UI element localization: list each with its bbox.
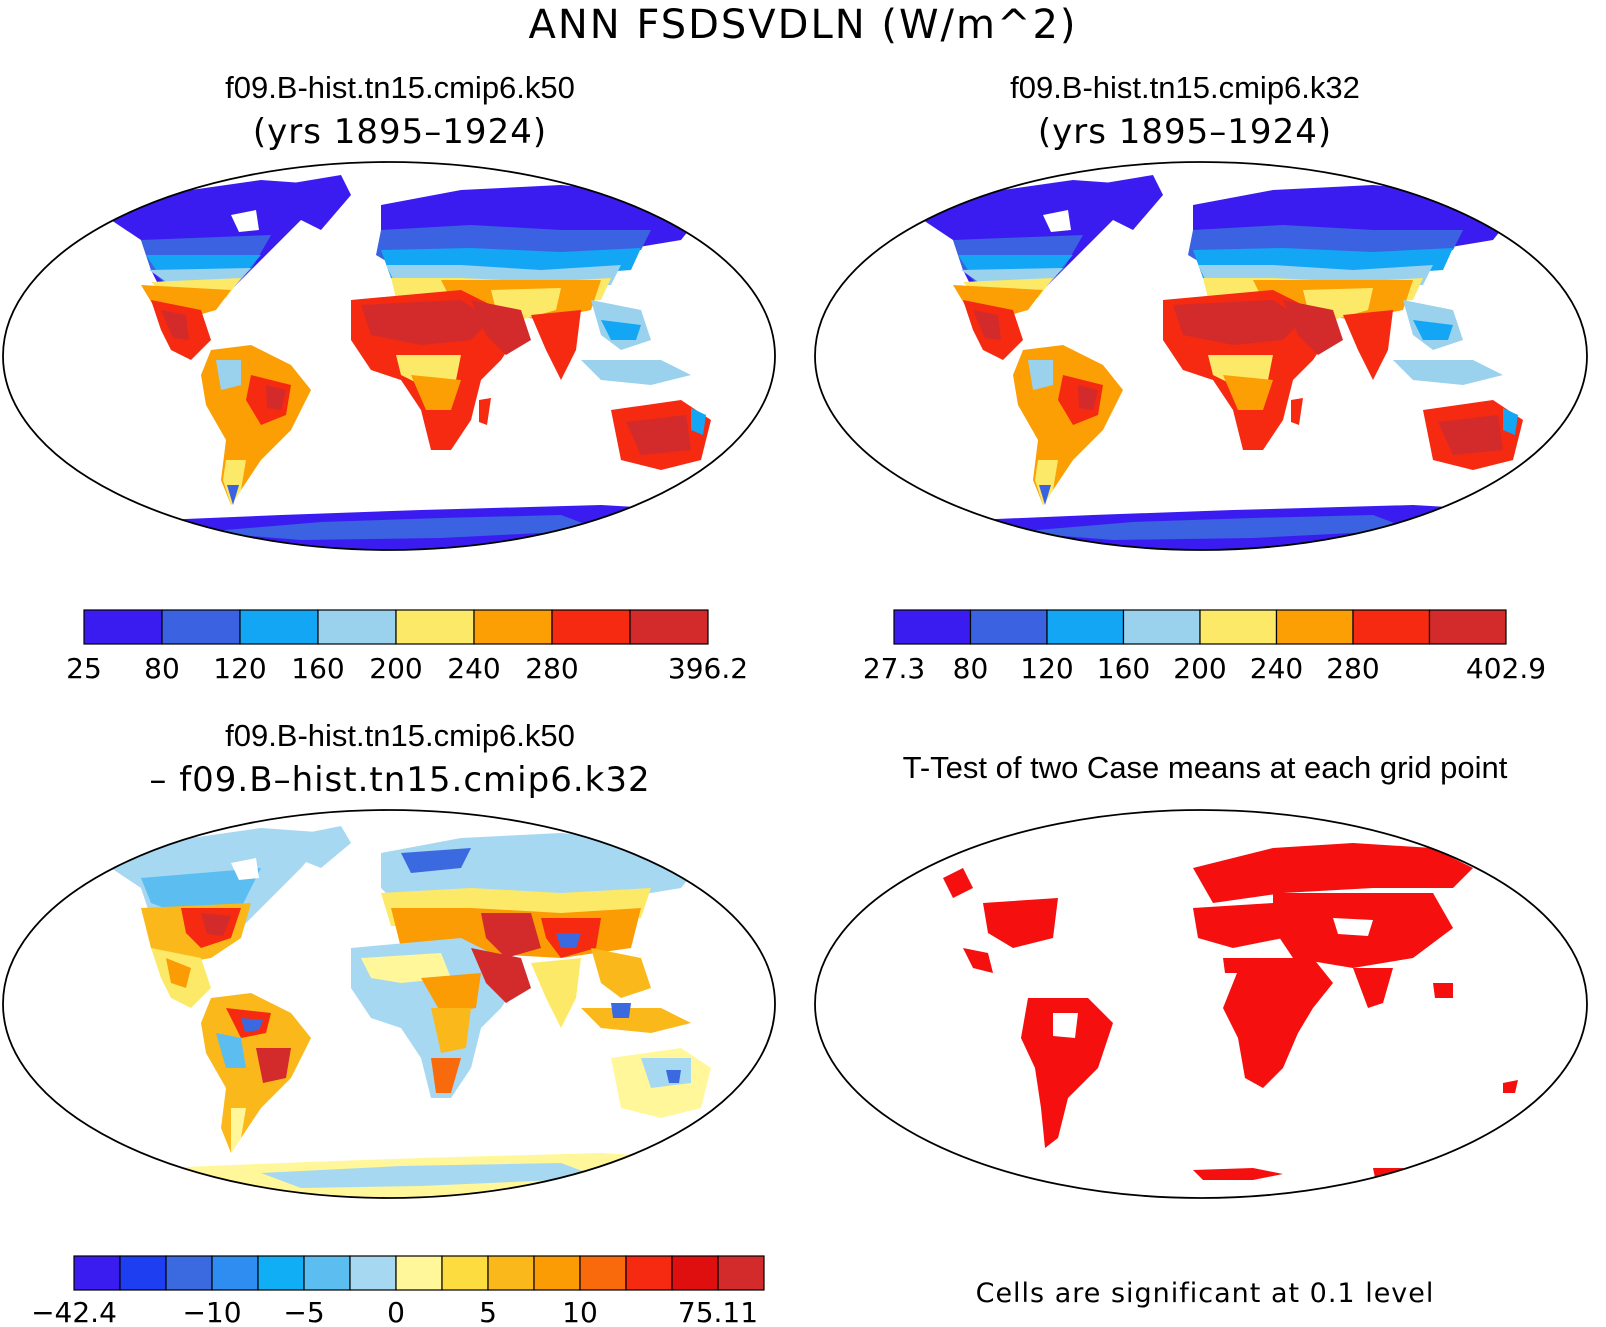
panel-case2-title: f09.B-hist.tn15.cmip6.k32 (1010, 70, 1360, 105)
colorbar-swatch (487, 1255, 535, 1291)
colorbar-swatch (83, 609, 163, 645)
colorbar-tick-label: 5 (479, 1296, 497, 1327)
colorbar-tick-label: −42.4 (34, 1296, 117, 1327)
colorbar-tick-label: 80 (144, 652, 180, 685)
colorbar-tick-label: 280 (525, 652, 578, 685)
colorbar-swatch (579, 1255, 627, 1291)
colorbar-tick-label: −10 (182, 1296, 241, 1327)
colorbar-swatch (441, 1255, 489, 1291)
colorbar-swatch (73, 1255, 121, 1291)
colorbar-swatch (165, 1255, 213, 1291)
panel-case1-map (1, 160, 777, 552)
colorbar-swatch (303, 1255, 351, 1291)
colorbar-swatch (893, 609, 972, 645)
colorbar-swatch (969, 609, 1048, 645)
colorbar-tick-label: 25 (66, 652, 102, 685)
panel-difference-colorbar: −42.4 −10 −5 0 5 10 75.11 (34, 1255, 765, 1327)
panel-case1-title: f09.B-hist.tn15.cmip6.k50 (225, 70, 575, 105)
panel-case1-subtitle: (yrs 1895–1924) (252, 112, 548, 152)
colorbar-swatch (395, 609, 475, 645)
colorbar-tick-label: 200 (1173, 652, 1226, 685)
colorbar-tick-label: 396.2 (668, 652, 748, 685)
panel-case2-map (813, 160, 1589, 552)
colorbar-swatch (1352, 609, 1431, 645)
colorbar-swatch (533, 1255, 581, 1291)
colorbar-swatch (629, 609, 709, 645)
colorbar-tick-label: 120 (213, 652, 266, 685)
panel-case2-colorbar: 27.3 80 120 160 200 240 280 402.9 (863, 609, 1546, 685)
colorbar-swatch (551, 609, 631, 645)
colorbar-swatch (1428, 609, 1507, 645)
panel-ttest-note: Cells are significant at 0.1 level (975, 1278, 1435, 1309)
colorbar-swatch (625, 1255, 673, 1291)
colorbar-swatch (239, 609, 319, 645)
colorbar-tick-label: 402.9 (1466, 652, 1546, 685)
colorbar-swatch (717, 1255, 765, 1291)
colorbar-tick-label: 27.3 (863, 652, 925, 685)
colorbar-swatch (1046, 609, 1125, 645)
colorbar-swatch (1122, 609, 1201, 645)
colorbar-tick-label: 240 (447, 652, 500, 685)
colorbar-tick-label: 160 (1097, 652, 1150, 685)
panel-case1-colorbar: 25 80 120 160 200 240 280 396.2 (66, 609, 748, 685)
colorbar-tick-label: 10 (562, 1296, 598, 1327)
colorbar-swatch (119, 1255, 167, 1291)
colorbar-swatch (211, 1255, 259, 1291)
colorbar-tick-label: 80 (953, 652, 989, 685)
colorbar-swatch (349, 1255, 397, 1291)
colorbar-swatch (671, 1255, 719, 1291)
colorbar-tick-label: 120 (1020, 652, 1073, 685)
colorbar-tick-label: 200 (369, 652, 422, 685)
colorbar-tick-label: 240 (1250, 652, 1303, 685)
panel-difference-title: f09.B-hist.tn15.cmip6.k50 (225, 718, 575, 753)
colorbar-swatch (395, 1255, 443, 1291)
colorbar-tick-label: 0 (387, 1296, 405, 1327)
colorbar-tick-label: 160 (291, 652, 344, 685)
panel-ttest-map (813, 808, 1589, 1200)
colorbar-swatch (473, 609, 553, 645)
colorbar-swatch (161, 609, 241, 645)
panel-case2-subtitle: (yrs 1895–1924) (1037, 112, 1333, 152)
panel-ttest-title: T-Test of two Case means at each grid po… (902, 750, 1508, 785)
colorbar-swatch (317, 609, 397, 645)
figure-title: ANN FSDSVDLN (W/m^2) (528, 2, 1078, 48)
colorbar-swatch (1199, 609, 1278, 645)
panel-difference-map (1, 808, 777, 1200)
colorbar-swatch (257, 1255, 305, 1291)
colorbar-swatch (1275, 609, 1354, 645)
colorbar-tick-label: 280 (1326, 652, 1379, 685)
panel-difference-subtitle: – f09.B–hist.tn15.cmip6.k32 (149, 760, 651, 800)
colorbar-tick-label: −5 (283, 1296, 324, 1327)
colorbar-tick-label: 75.11 (678, 1296, 758, 1327)
